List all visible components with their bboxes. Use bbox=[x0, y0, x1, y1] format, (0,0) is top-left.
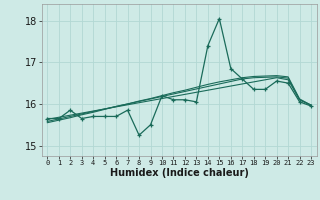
X-axis label: Humidex (Indice chaleur): Humidex (Indice chaleur) bbox=[110, 168, 249, 178]
